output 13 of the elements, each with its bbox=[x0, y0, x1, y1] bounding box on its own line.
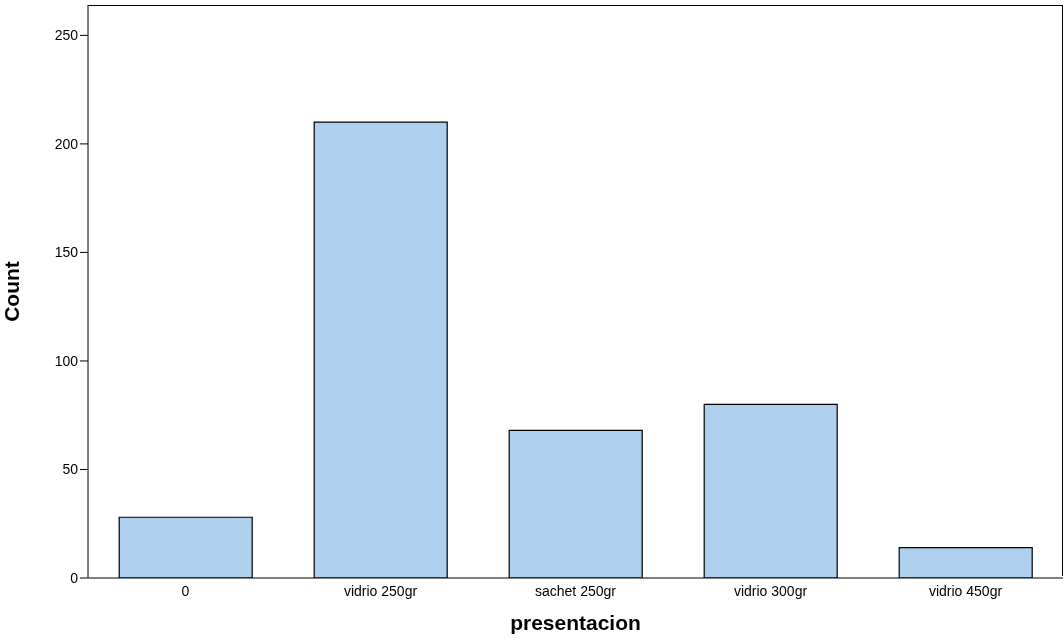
y-tick-label: 50 bbox=[62, 461, 79, 478]
y-tick-label: 0 bbox=[70, 569, 79, 586]
y-tick-label: 250 bbox=[54, 27, 79, 44]
y-axis-title: Count bbox=[0, 261, 24, 322]
x-tick-label: vidrio 250gr bbox=[343, 582, 418, 599]
y-tick-label: 200 bbox=[54, 135, 79, 152]
x-tick-label: vidrio 450gr bbox=[928, 582, 1003, 599]
x-tick-label: vidrio 300gr bbox=[733, 582, 808, 599]
y-tick-label: 100 bbox=[54, 352, 79, 369]
x-axis-title: presentacion bbox=[510, 611, 641, 634]
y-tick-label: 150 bbox=[54, 244, 79, 261]
x-tick-label: sachet 250gr bbox=[535, 582, 617, 599]
x-tick-label: 0 bbox=[181, 582, 190, 599]
